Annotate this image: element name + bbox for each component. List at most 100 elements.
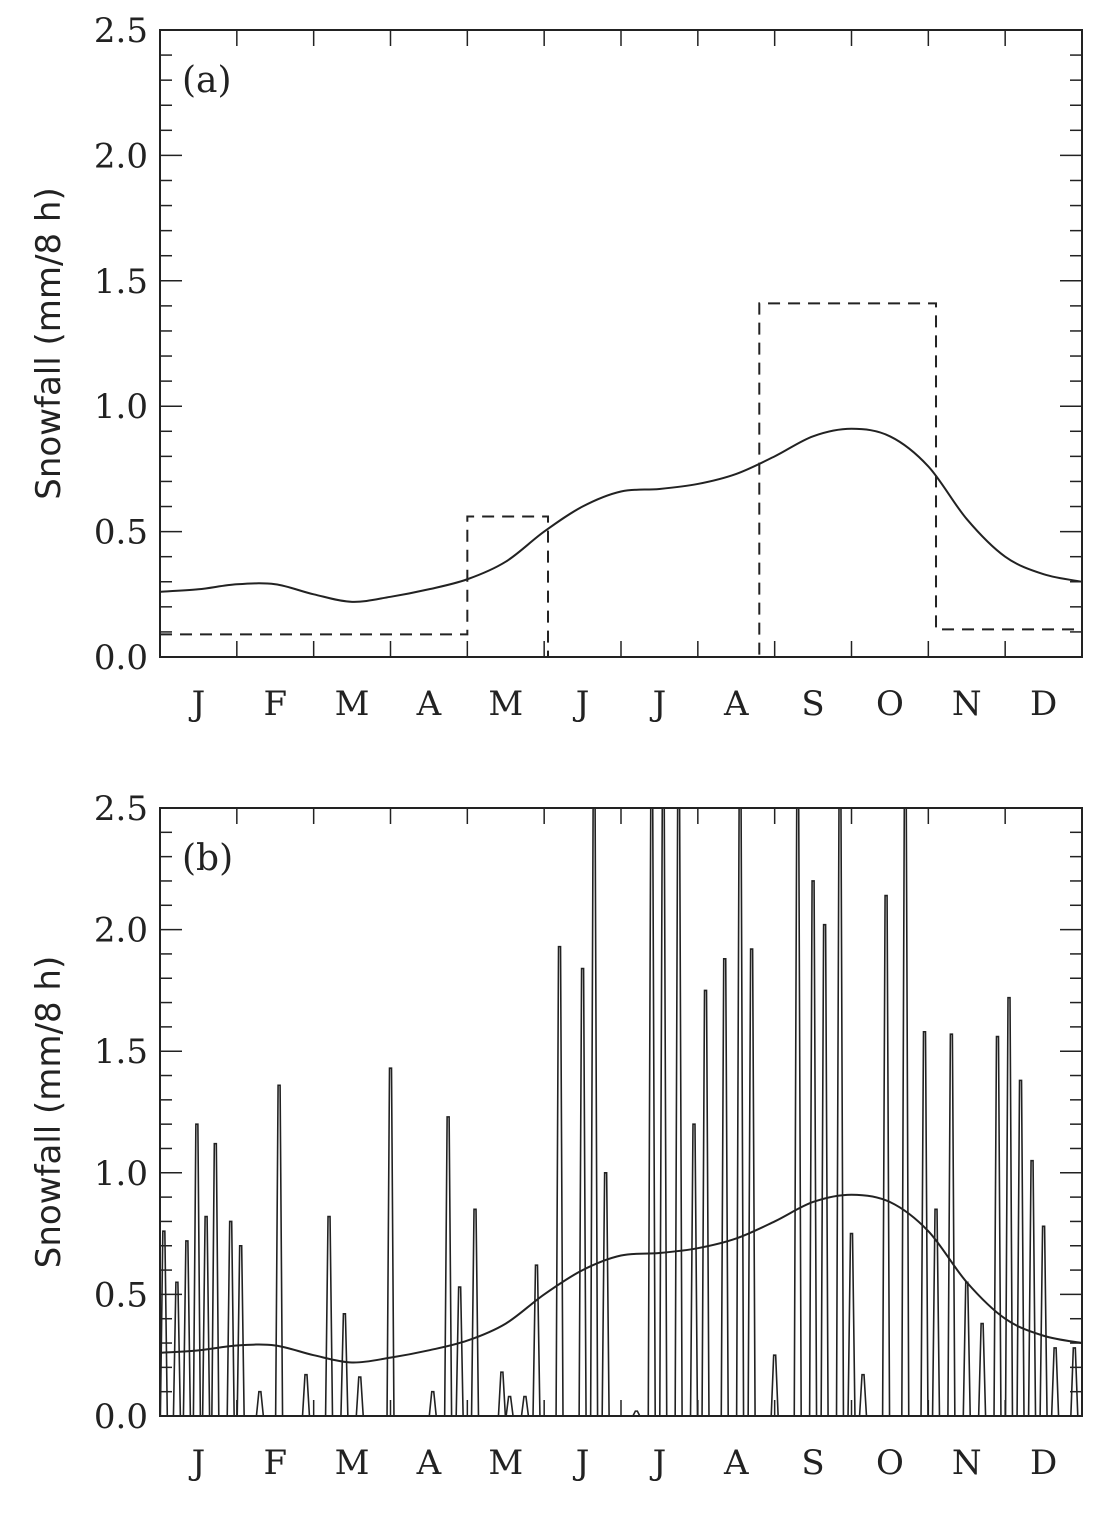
snowfall-event	[993, 1035, 1002, 1416]
y-tick-label: 0.5	[94, 513, 148, 553]
snowfall-event	[847, 1232, 856, 1416]
y-tick-label: 0.0	[94, 1397, 148, 1437]
snowfall-event	[901, 808, 910, 1416]
month-label: M	[335, 1443, 370, 1483]
month-label: M	[488, 684, 523, 724]
snowfall-event	[160, 1230, 169, 1416]
snowfall-event	[1070, 1347, 1079, 1416]
snowfall-event	[689, 1123, 699, 1416]
plot-area	[160, 302, 1082, 657]
snowfall-event	[505, 1395, 514, 1416]
snowfall-event	[301, 1373, 311, 1416]
dashed-series	[160, 302, 1082, 657]
snowfall-event	[274, 1084, 284, 1416]
snowfall-event	[701, 989, 710, 1416]
month-label: O	[876, 1443, 904, 1483]
snowfall-event	[226, 1220, 235, 1416]
snowfall-event	[532, 1264, 541, 1416]
snowfall-event	[182, 1240, 192, 1416]
snowfall-event	[211, 1142, 220, 1416]
month-label: J	[189, 684, 206, 724]
snowfall-event	[747, 948, 756, 1416]
snowfall-event	[201, 1215, 211, 1416]
snowfall-event	[355, 1376, 365, 1416]
panel-label: (a)	[182, 60, 232, 101]
snowfall-event	[340, 1313, 349, 1416]
snowfall-event	[962, 1281, 972, 1416]
month-label: M	[335, 684, 370, 724]
snowfall-event	[793, 808, 802, 1416]
month-label: A	[416, 1443, 442, 1483]
y-tick-label: 2.0	[94, 911, 148, 951]
snowfall-event	[947, 1033, 956, 1416]
snowfall-event	[497, 1371, 507, 1416]
snowfall-event	[1050, 1347, 1060, 1416]
y-tick-label: 1.5	[94, 262, 148, 302]
month-label: F	[263, 1443, 287, 1483]
y-tick-label: 0.0	[94, 638, 148, 678]
snowfall-event	[455, 1286, 464, 1416]
month-label: S	[801, 684, 824, 724]
snowfall-event	[236, 1244, 245, 1416]
y-axis-label: Snowfall (mm/8 h)	[29, 187, 69, 499]
snowfall-event	[443, 1116, 453, 1416]
snowfall-event	[428, 1390, 438, 1416]
month-label: M	[488, 1443, 523, 1483]
plot-frame	[159, 807, 1083, 1417]
smoothed-curve	[160, 1193, 1082, 1364]
snowfall-event	[881, 894, 891, 1416]
snowfall-event	[632, 1410, 641, 1416]
snowfall-event	[1039, 1225, 1048, 1416]
snowfall-event	[324, 1215, 334, 1416]
snowfall-event	[601, 1172, 610, 1416]
month-label: J	[650, 1443, 667, 1483]
panel-b: 0.0 0.5 1.0 1.5 2.0 2.5 J F M A M J J A S O N D Snowfall (…	[29, 789, 1083, 1483]
month-label: J	[573, 1443, 590, 1483]
snowfall-event	[858, 1373, 868, 1416]
panel-label: (b)	[182, 838, 233, 879]
snowfall-event	[931, 1208, 941, 1416]
plot-frame	[159, 29, 1083, 658]
snowfall-event	[589, 808, 599, 1416]
y-tick-label: 2.5	[94, 11, 148, 51]
snowfall-event	[386, 1067, 395, 1416]
month-label: J	[573, 684, 590, 724]
snowfall-event	[172, 1281, 182, 1416]
snowfall-event	[770, 1354, 779, 1416]
month-label: N	[952, 1443, 982, 1483]
month-label: N	[952, 684, 982, 724]
month-label: D	[1030, 684, 1057, 724]
snowfall-event	[1027, 1159, 1037, 1416]
snowfall-event	[920, 1030, 929, 1416]
month-label: A	[416, 684, 442, 724]
month-label: F	[263, 684, 287, 724]
y-tick-label: 2.5	[94, 789, 148, 829]
month-label: J	[189, 1443, 206, 1483]
snowfall-event	[720, 957, 729, 1416]
panel-a: 0.0 0.5 1.0 1.5 2.0 2.5 J F M A M J J A S O N D Snowfall (…	[29, 11, 1083, 724]
y-tick-label: 2.0	[94, 136, 148, 176]
snowfall-event	[835, 808, 845, 1416]
snowfall-event	[820, 923, 829, 1416]
snowfall-event	[674, 808, 683, 1416]
snowfall-event	[977, 1322, 987, 1416]
plot-area	[160, 808, 1082, 1416]
month-label: A	[723, 684, 749, 724]
month-label: A	[723, 1443, 749, 1483]
snowfall-event	[659, 808, 668, 1416]
y-tick-label: 1.5	[94, 1032, 148, 1072]
y-tick-label: 1.0	[94, 1154, 148, 1194]
snowfall-event	[808, 880, 818, 1416]
month-label: J	[650, 684, 667, 724]
month-label: S	[801, 1443, 824, 1483]
month-label: O	[876, 684, 904, 724]
snowfall-event	[255, 1390, 265, 1416]
y-tick-label: 1.0	[94, 387, 148, 427]
snowfall-event	[192, 1123, 202, 1416]
snowfall-event	[555, 945, 564, 1416]
snowfall-event	[735, 808, 745, 1416]
snowfall-event	[578, 967, 587, 1416]
snowfall-event	[647, 808, 656, 1416]
snowfall-event	[470, 1208, 480, 1416]
